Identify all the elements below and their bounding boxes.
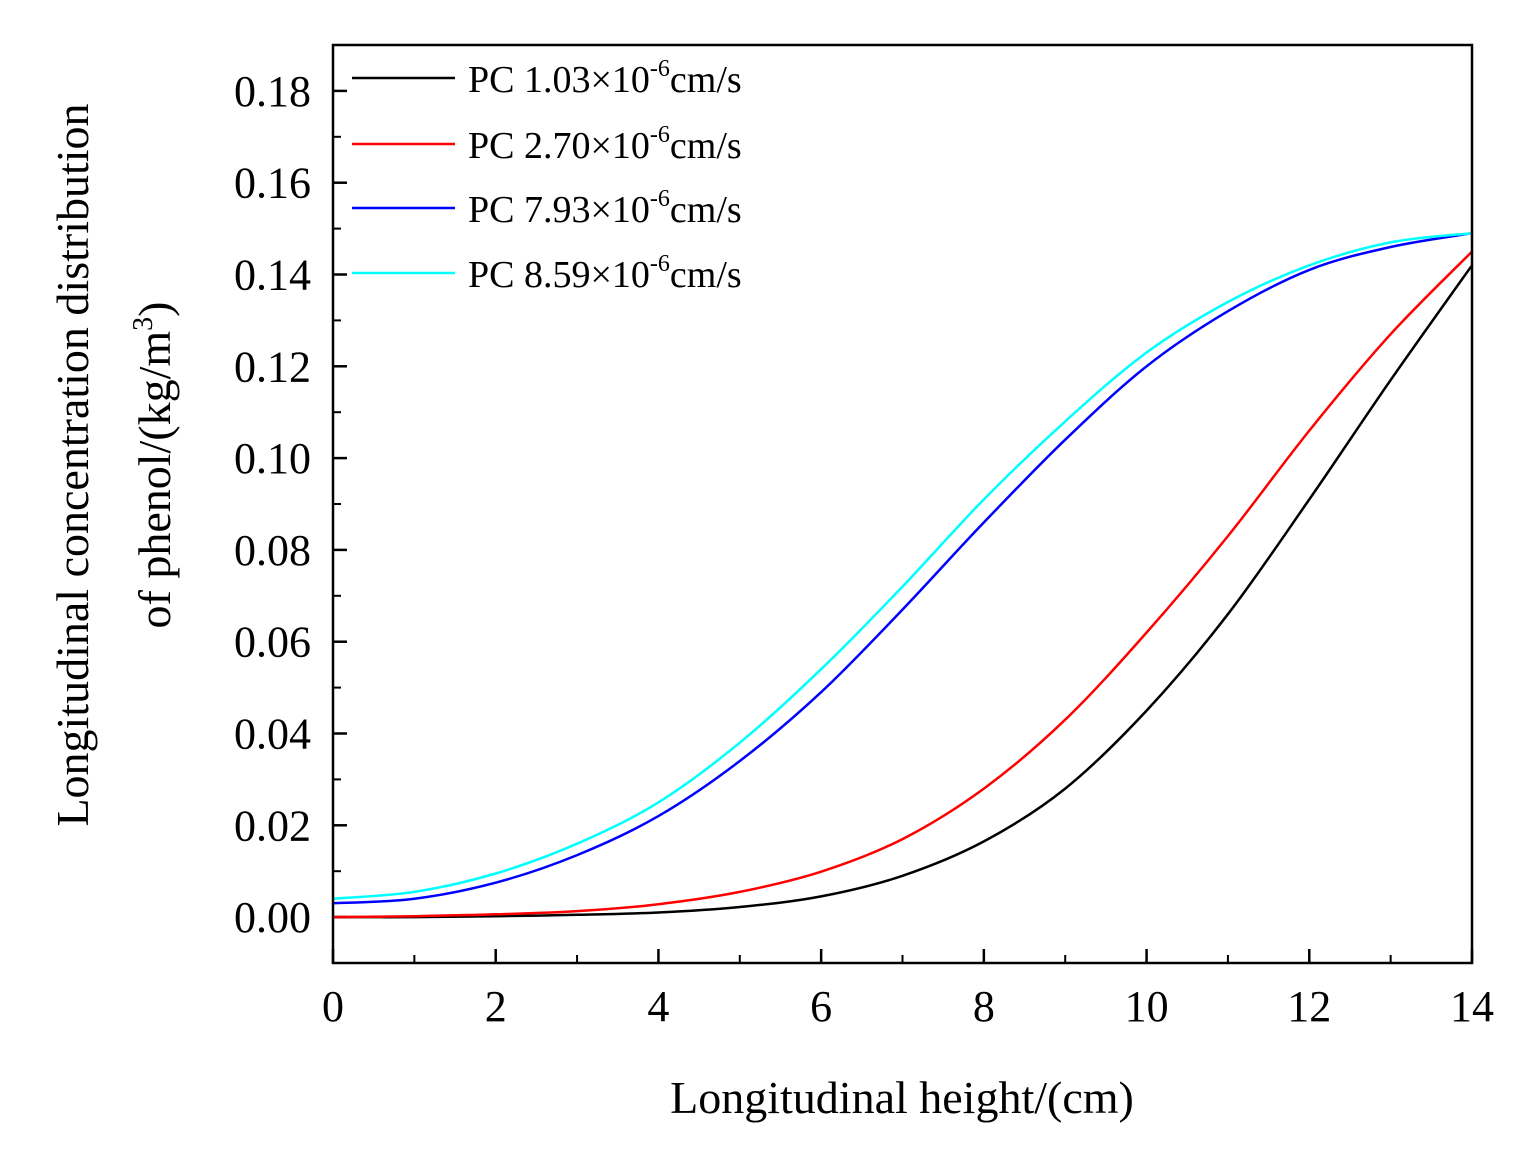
y-tick-label: 0.10 (234, 434, 311, 483)
series-lines (331, 231, 1474, 919)
x-tick-label: 14 (1450, 982, 1494, 1031)
y-tick-label: 0.06 (234, 618, 311, 667)
legend-label-prefix: PC 7.93×10 (468, 189, 650, 231)
x-axis-ticks: 0 2 4 6 8 10 12 14 (322, 949, 1494, 1031)
x-tick-label: 6 (810, 982, 832, 1031)
legend-label-suffix: cm/s (670, 189, 742, 231)
series-line-4 (331, 231, 1474, 900)
y-axis-title-line2-prefix: of phenol/(kg/m (129, 331, 180, 629)
x-minor-ticks (413, 955, 1392, 963)
legend-entry: PC 2.70×10-6cm/s (352, 122, 742, 167)
legend-label-suffix: cm/s (670, 125, 742, 167)
y-tick-label: 0.12 (234, 342, 311, 391)
x-tick-label: 12 (1287, 982, 1331, 1031)
legend-label-superscript: -6 (650, 56, 670, 82)
y-axis-title-line1: Longitudinal concentration distribution (47, 103, 98, 826)
legend-entry: PC 8.59×10-6cm/s (352, 251, 742, 296)
y-tick-label: 0.00 (234, 893, 311, 942)
legend: PC 1.03×10-6cm/s PC 2.70×10-6cm/s PC 7.9… (352, 56, 742, 296)
legend-label-prefix: PC 1.03×10 (468, 59, 650, 101)
legend-label: PC 8.59×10-6cm/s (468, 251, 742, 296)
y-axis-ticks: 0.00 0.02 0.04 0.06 0.08 0.10 0.12 0.14 0.16 0.18 (234, 67, 347, 942)
x-tick-label: 2 (485, 982, 507, 1031)
x-tick-label: 4 (647, 982, 669, 1031)
legend-label-prefix: PC 8.59×10 (468, 254, 650, 296)
y-minor-ticks (333, 135, 341, 873)
y-tick-label: 0.04 (234, 710, 311, 759)
plot-frame (331, 43, 1474, 965)
legend-label: PC 2.70×10-6cm/s (468, 122, 742, 167)
y-axis-title: Longitudinal concentration distribution … (47, 103, 180, 826)
x-tick-label: 8 (973, 982, 995, 1031)
legend-label-suffix: cm/s (670, 59, 742, 101)
y-tick-label: 0.14 (234, 251, 311, 300)
y-tick-label: 0.18 (234, 67, 311, 116)
x-tick-label: 0 (322, 982, 344, 1031)
y-axis-title-line2-suffix: ) (129, 301, 180, 316)
series-line-3 (331, 231, 1474, 905)
y-tick-label: 0.16 (234, 159, 311, 208)
legend-label-prefix: PC 2.70×10 (468, 125, 650, 167)
legend-label-superscript: -6 (650, 251, 670, 277)
series-line-1 (331, 264, 1474, 919)
legend-label-superscript: -6 (650, 186, 670, 212)
legend-label-superscript: -6 (650, 122, 670, 148)
legend-entry: PC 1.03×10-6cm/s (352, 56, 742, 101)
legend-label: PC 7.93×10-6cm/s (468, 186, 742, 231)
legend-label: PC 1.03×10-6cm/s (468, 56, 742, 101)
y-axis-title-line2-superscript: 3 (128, 317, 159, 331)
y-axis-title-line2: of phenol/(kg/m3) (128, 301, 180, 628)
series-line-2 (331, 250, 1474, 919)
y-tick-label: 0.08 (234, 526, 311, 575)
x-tick-label: 10 (1125, 982, 1169, 1031)
legend-entry: PC 7.93×10-6cm/s (352, 186, 742, 231)
legend-label-suffix: cm/s (670, 254, 742, 296)
x-axis-title: Longitudinal height/(cm) (670, 1072, 1134, 1123)
y-tick-label: 0.02 (234, 801, 311, 850)
